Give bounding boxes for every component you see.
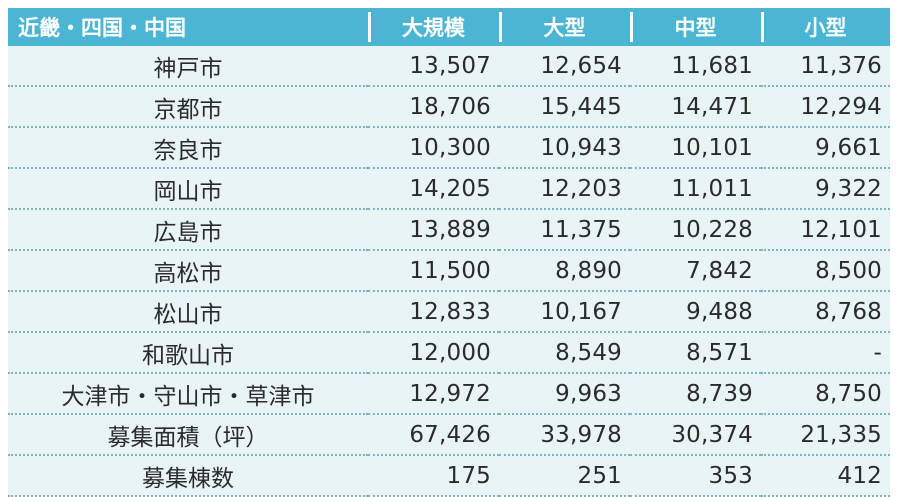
medium-cell: 11,011	[630, 168, 761, 210]
medium-cell: 11,681	[630, 46, 761, 87]
small-cell: 412	[761, 455, 890, 497]
large-scale-cell: 67,426	[368, 414, 499, 456]
small-cell: 8,750	[761, 373, 890, 415]
row-name-cell: 募集棟数	[8, 455, 368, 497]
medium-cell: 9,488	[630, 291, 761, 333]
table-row: 高松市 11,500 8,890 7,842 8,500	[8, 250, 890, 292]
row-name-cell: 奈良市	[8, 127, 368, 169]
large-cell: 8,890	[499, 250, 630, 292]
header-large-scale: 大規模	[368, 8, 499, 46]
medium-cell: 30,374	[630, 414, 761, 456]
table-row: 募集棟数 175 251 353 412	[8, 455, 890, 497]
row-name-cell: 神戸市	[8, 46, 368, 87]
small-cell: 12,294	[761, 86, 890, 128]
large-cell: 11,375	[499, 209, 630, 251]
large-cell: 8,549	[499, 332, 630, 374]
table-row: 京都市 18,706 15,445 14,471 12,294	[8, 86, 890, 128]
row-name-cell: 岡山市	[8, 168, 368, 210]
small-cell: 8,768	[761, 291, 890, 333]
header-medium: 中型	[630, 8, 761, 46]
table-row: 大津市・守山市・草津市 12,972 9,963 8,739 8,750	[8, 373, 890, 415]
table-row: 募集面積（坪） 67,426 33,978 30,374 21,335	[8, 414, 890, 456]
large-scale-cell: 175	[368, 455, 499, 497]
large-cell: 12,654	[499, 46, 630, 87]
medium-cell: 8,739	[630, 373, 761, 415]
large-cell: 251	[499, 455, 630, 497]
medium-cell: 7,842	[630, 250, 761, 292]
small-cell: 9,661	[761, 127, 890, 169]
data-table-container: 近畿・四国・中国 大規模 大型 中型 小型 神戸市 13,507 12,654 11,…	[8, 8, 890, 497]
small-cell: 11,376	[761, 46, 890, 87]
small-cell: 9,322	[761, 168, 890, 210]
row-name-cell: 和歌山市	[8, 332, 368, 374]
vacancy-table: 近畿・四国・中国 大規模 大型 中型 小型 神戸市 13,507 12,654 11,…	[8, 8, 890, 497]
table-row: 広島市 13,889 11,375 10,228 12,101	[8, 209, 890, 251]
medium-cell: 8,571	[630, 332, 761, 374]
large-cell: 12,203	[499, 168, 630, 210]
row-name-cell: 松山市	[8, 291, 368, 333]
table-row: 岡山市 14,205 12,203 11,011 9,322	[8, 168, 890, 210]
large-scale-cell: 13,507	[368, 46, 499, 87]
large-scale-cell: 18,706	[368, 86, 499, 128]
row-name-cell: 広島市	[8, 209, 368, 251]
medium-cell: 353	[630, 455, 761, 497]
row-name-cell: 大津市・守山市・草津市	[8, 373, 368, 415]
large-cell: 15,445	[499, 86, 630, 128]
medium-cell: 10,101	[630, 127, 761, 169]
small-cell: 21,335	[761, 414, 890, 456]
large-scale-cell: 13,889	[368, 209, 499, 251]
row-name-cell: 京都市	[8, 86, 368, 128]
large-scale-cell: 10,300	[368, 127, 499, 169]
large-scale-cell: 12,972	[368, 373, 499, 415]
medium-cell: 14,471	[630, 86, 761, 128]
table-row: 奈良市 10,300 10,943 10,101 9,661	[8, 127, 890, 169]
table-row: 松山市 12,833 10,167 9,488 8,768	[8, 291, 890, 333]
small-cell: 12,101	[761, 209, 890, 251]
large-cell: 10,167	[499, 291, 630, 333]
large-cell: 10,943	[499, 127, 630, 169]
medium-cell: 10,228	[630, 209, 761, 251]
large-cell: 33,978	[499, 414, 630, 456]
large-scale-cell: 14,205	[368, 168, 499, 210]
large-scale-cell: 12,000	[368, 332, 499, 374]
header-row: 近畿・四国・中国 大規模 大型 中型 小型	[8, 8, 890, 46]
row-name-cell: 高松市	[8, 250, 368, 292]
row-name-cell: 募集面積（坪）	[8, 414, 368, 456]
table-row: 神戸市 13,507 12,654 11,681 11,376	[8, 46, 890, 87]
table-row: 和歌山市 12,000 8,549 8,571-	[8, 332, 890, 374]
large-scale-cell: 11,500	[368, 250, 499, 292]
large-cell: 9,963	[499, 373, 630, 415]
header-region: 近畿・四国・中国	[8, 8, 368, 46]
small-cell: -	[761, 332, 890, 374]
small-cell: 8,500	[761, 250, 890, 292]
header-large: 大型	[499, 8, 630, 46]
header-small: 小型	[761, 8, 890, 46]
large-scale-cell: 12,833	[368, 291, 499, 333]
